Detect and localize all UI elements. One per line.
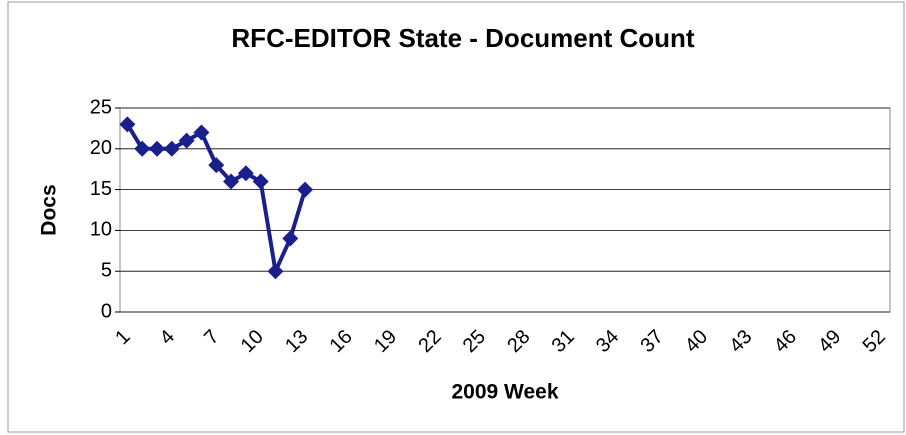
y-tick-label: 15	[90, 178, 112, 200]
data-point	[297, 181, 314, 198]
y-axis-label: Docs	[38, 184, 61, 235]
data-point	[149, 140, 166, 157]
y-tick-label: 5	[101, 259, 112, 281]
data-point	[223, 173, 240, 190]
data-point	[282, 230, 299, 247]
data-point	[119, 116, 136, 133]
y-tick-label: 0	[101, 300, 112, 322]
data-point	[193, 124, 210, 141]
data-point	[252, 173, 269, 190]
data-point	[134, 140, 151, 157]
chart-frame	[7, 1, 905, 433]
y-tick-label: 25	[90, 96, 112, 118]
data-point	[267, 263, 284, 280]
y-tick-label: 10	[90, 219, 112, 241]
y-tick-label: 20	[90, 137, 112, 159]
data-point	[163, 140, 180, 157]
x-axis-label: 2009 Week	[451, 381, 558, 404]
data-point	[237, 165, 254, 182]
data-point	[178, 132, 195, 149]
chart-title: RFC-EDITOR State - Document Count	[231, 23, 695, 53]
data-point	[208, 157, 225, 174]
